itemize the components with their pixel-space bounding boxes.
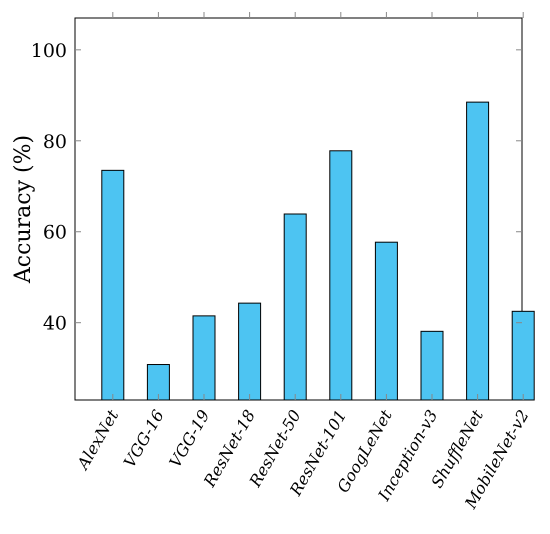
- y-axis-title: Accuracy (%): [11, 135, 36, 284]
- y-tick-label: 40: [43, 313, 67, 335]
- bar-alexnet: [101, 169, 125, 401]
- y-tick-label: 80: [43, 131, 67, 153]
- bar-vgg-19: [192, 315, 216, 401]
- bar-googlenet: [374, 241, 398, 401]
- y-tick-label: 100: [31, 40, 67, 62]
- plot-area: AlexNetVGG-16VGG-19ResNet-18ResNet-50Res…: [31, 12, 535, 513]
- y-tick-label: 60: [43, 222, 67, 244]
- x-tick-label: VGG-16: [120, 407, 168, 471]
- bar-mobilenet-v2: [511, 310, 535, 401]
- bar-resnet-50: [283, 213, 307, 401]
- bar-resnet-101: [329, 150, 353, 401]
- bar-shufflenet: [466, 101, 490, 401]
- x-tick-label: AlexNet: [72, 406, 122, 474]
- bar-inception-v3: [420, 330, 444, 401]
- bar-resnet-18: [238, 302, 262, 401]
- x-tick-label: VGG-19: [165, 407, 213, 471]
